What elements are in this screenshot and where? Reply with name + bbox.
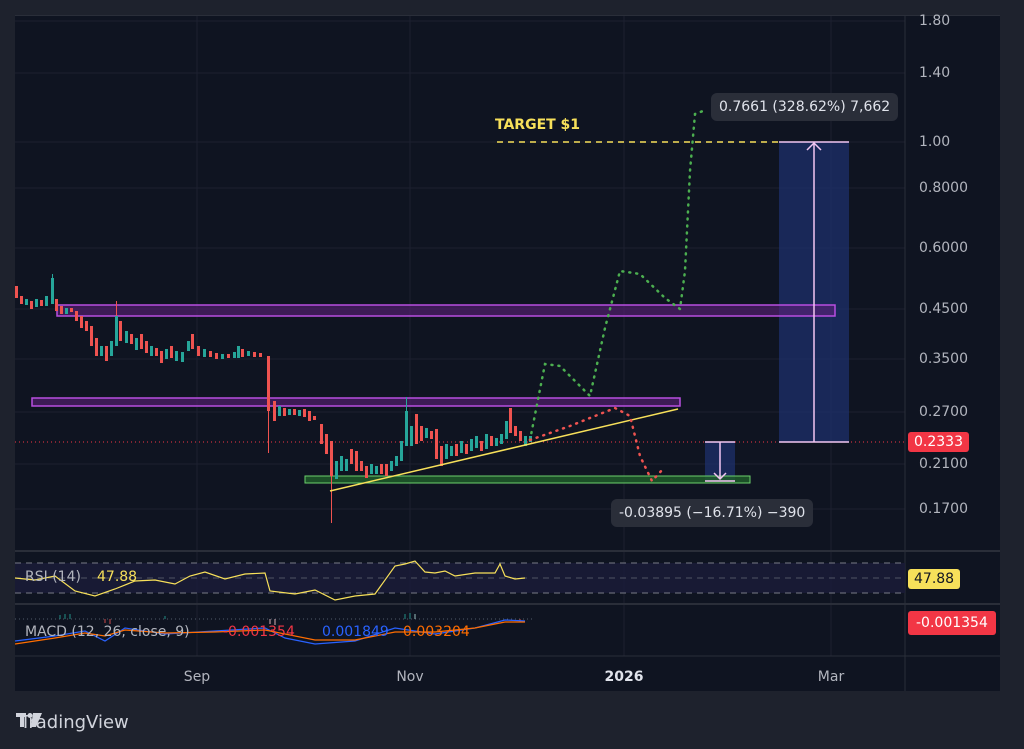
support-zone	[304, 475, 751, 484]
price-tick: 0.3500	[919, 351, 968, 367]
macd-label[interactable]: MACD (12, 26, close, 9)	[25, 624, 190, 640]
signal-line	[15, 621, 525, 645]
rsi-label[interactable]: RSI (14)	[25, 569, 81, 585]
price-tick: 1.40	[919, 65, 951, 81]
lower-resistance-zone	[31, 397, 681, 407]
bullish-projection-path	[528, 109, 705, 442]
target-label: TARGET $1	[495, 117, 581, 133]
bearish-projection-path	[528, 406, 665, 484]
downside-measure-label: -0.03895 (−16.71%) −390	[611, 499, 814, 527]
chart-canvas[interactable]: TARGET $1 0.7661 (328.62%) 7,662 -0.0389…	[15, 13, 1000, 691]
upper-resistance-zone	[56, 304, 836, 317]
rsi-value: 47.88	[97, 569, 138, 585]
price-tick: 0.8000	[919, 180, 968, 196]
brand-name: TradingView	[20, 712, 129, 733]
price-tick: 0.6000	[919, 240, 968, 256]
upside-measure-label: 0.7661 (328.62%) 7,662	[711, 93, 899, 121]
rsi-badge: 47.88	[908, 569, 961, 589]
time-tick: 2026	[604, 669, 644, 685]
macd-signal-value: 0.003204	[403, 624, 470, 640]
time-tick: Sep	[183, 669, 211, 685]
rsi-line	[15, 560, 526, 601]
tradingview-branding[interactable]: TradingView	[16, 712, 129, 733]
candlesticks	[15, 274, 532, 523]
ascending-trendline	[329, 408, 679, 492]
price-tick: 0.1700	[919, 501, 968, 517]
price-tick: 1.00	[919, 134, 951, 150]
price-tick: 1.80	[919, 13, 951, 29]
macd-histogram-value: -0.001354	[223, 624, 295, 640]
current-price-badge: 0.2333	[908, 432, 969, 452]
time-tick: Nov	[396, 669, 424, 685]
macd-line-value: 0.001849	[322, 624, 389, 640]
price-tick: 0.4500	[919, 301, 968, 317]
price-tick: 0.2700	[919, 404, 968, 420]
macd-badge: -0.001354	[908, 611, 996, 635]
chart-drawing[interactable]	[15, 16, 1000, 691]
price-tick: 0.2100	[919, 456, 968, 472]
macd-line	[15, 619, 526, 645]
time-tick: Mar	[817, 669, 845, 685]
